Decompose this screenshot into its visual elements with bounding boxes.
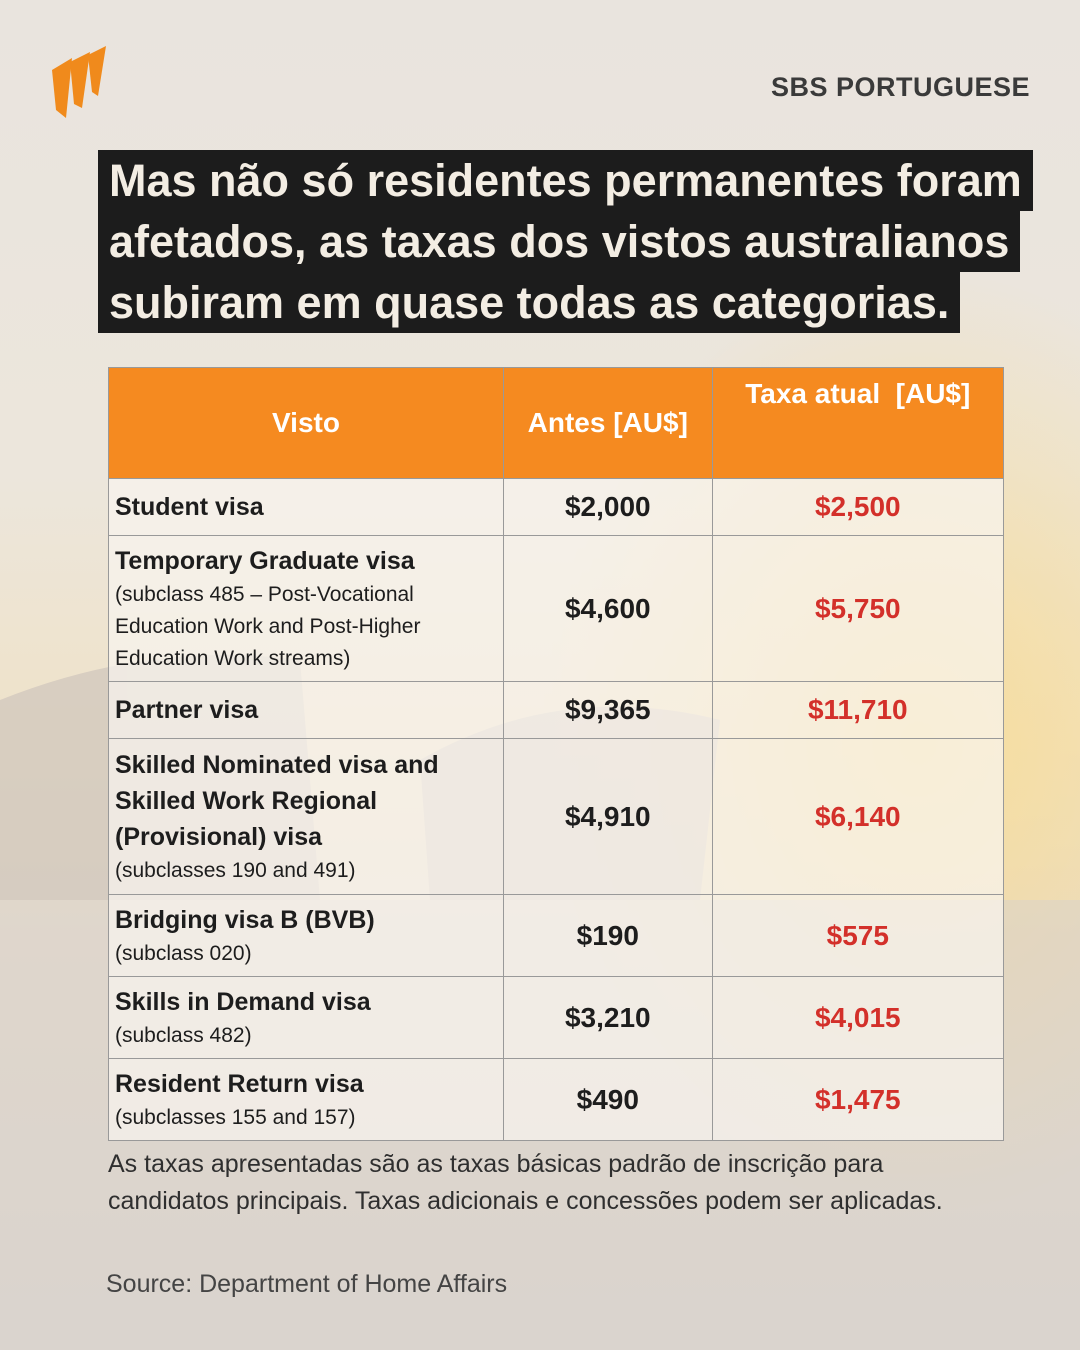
brand: SBS PORTUGUESE — [770, 72, 1030, 102]
visa-cell: Student visa — [108, 478, 504, 536]
visa-name: Skills in Demand visa — [115, 987, 371, 1016]
fee-after: $1,475 — [711, 1058, 1005, 1141]
visa-cell: Temporary Graduate visa (subclass 485 – P… — [108, 535, 504, 682]
table-header: Visto Antes [AU$] Taxa atual [AU$] — [108, 367, 1005, 479]
visa-name: Student visa — [115, 493, 264, 521]
visa-cell: Bridging visa B (BVB) (subclass 020) — [108, 894, 504, 977]
headline-line: Mas não só residentes permanentes foram — [98, 150, 1033, 211]
header-cell: Taxa atual [AU$] — [711, 367, 1005, 479]
fee-before: $9,365 — [503, 681, 713, 739]
source: Source: Department of Home Affairs — [106, 1270, 508, 1298]
fee-before: $490 — [503, 1058, 713, 1141]
headline-line: subiram em quase todas as categorias. — [98, 272, 961, 333]
headline: Mas não só residentes permanentes foram a… — [98, 150, 1033, 333]
table-row: Skilled Nominated visa and Skilled Work … — [108, 738, 1005, 895]
visa-cell: Resident Return visa (subclasses 155 and … — [108, 1058, 504, 1141]
fee-before: $2,000 — [503, 478, 713, 536]
visa-cell: Partner visa — [108, 681, 504, 739]
fee-before: $4,600 — [503, 535, 713, 682]
visa-name: Resident Return visa — [115, 1069, 364, 1098]
visa-table: Visto Antes [AU$] Taxa atual [AU$] Student… — [108, 367, 1005, 1141]
table-row: Bridging visa B (BVB) (subclass 020) $190 $… — [108, 894, 1005, 977]
header-cell: Visto — [108, 367, 504, 479]
fee-after: $575 — [711, 894, 1005, 977]
fee-before: $4,910 — [503, 738, 713, 895]
fee-before: $190 — [503, 894, 713, 977]
visa-detail: (subclass 482) — [115, 1023, 252, 1047]
headline-line: afetados, as taxas dos vistos australian… — [98, 211, 1021, 272]
logo — [52, 46, 106, 118]
table-row: Resident Return visa (subclasses 155 and … — [108, 1058, 1005, 1141]
table-row: Temporary Graduate visa (subclass 485 – P… — [108, 535, 1005, 682]
fee-after: $6,140 — [711, 738, 1005, 895]
table-row: Skills in Demand visa (subclass 482) $3,21… — [108, 976, 1005, 1059]
fee-after: $2,500 — [711, 478, 1005, 536]
visa-detail: (subclasses 155 and 157) — [115, 1105, 356, 1129]
visa-cell: Skills in Demand visa (subclass 482) — [108, 976, 504, 1059]
visa-name: Bridging visa B (BVB) — [115, 905, 375, 934]
table-row: Student visa $2,000 $2,500 — [108, 478, 1005, 536]
note: As taxas apresentadas são as taxas básic… — [108, 1150, 943, 1215]
visa-name: Partner visa — [115, 696, 259, 724]
fee-before: $3,210 — [503, 976, 713, 1059]
table-row: Partner visa $9,365 $11,710 — [108, 681, 1005, 739]
visa-detail: (subclasses 190 and 491) — [115, 858, 356, 882]
fee-after: $4,015 — [711, 976, 1005, 1059]
visa-detail: (subclass 485 – Post-Vocational Educatio… — [115, 582, 421, 670]
fee-after: $11,710 — [711, 681, 1005, 739]
visa-name: Temporary Graduate visa — [115, 546, 415, 575]
visa-name: Skilled Nominated visa and Skilled Work … — [115, 750, 439, 851]
header-cell: Antes [AU$] — [503, 367, 713, 479]
visa-detail: (subclass 020) — [115, 941, 252, 965]
fee-after: $5,750 — [711, 535, 1005, 682]
visa-cell: Skilled Nominated visa and Skilled Work … — [108, 738, 504, 895]
